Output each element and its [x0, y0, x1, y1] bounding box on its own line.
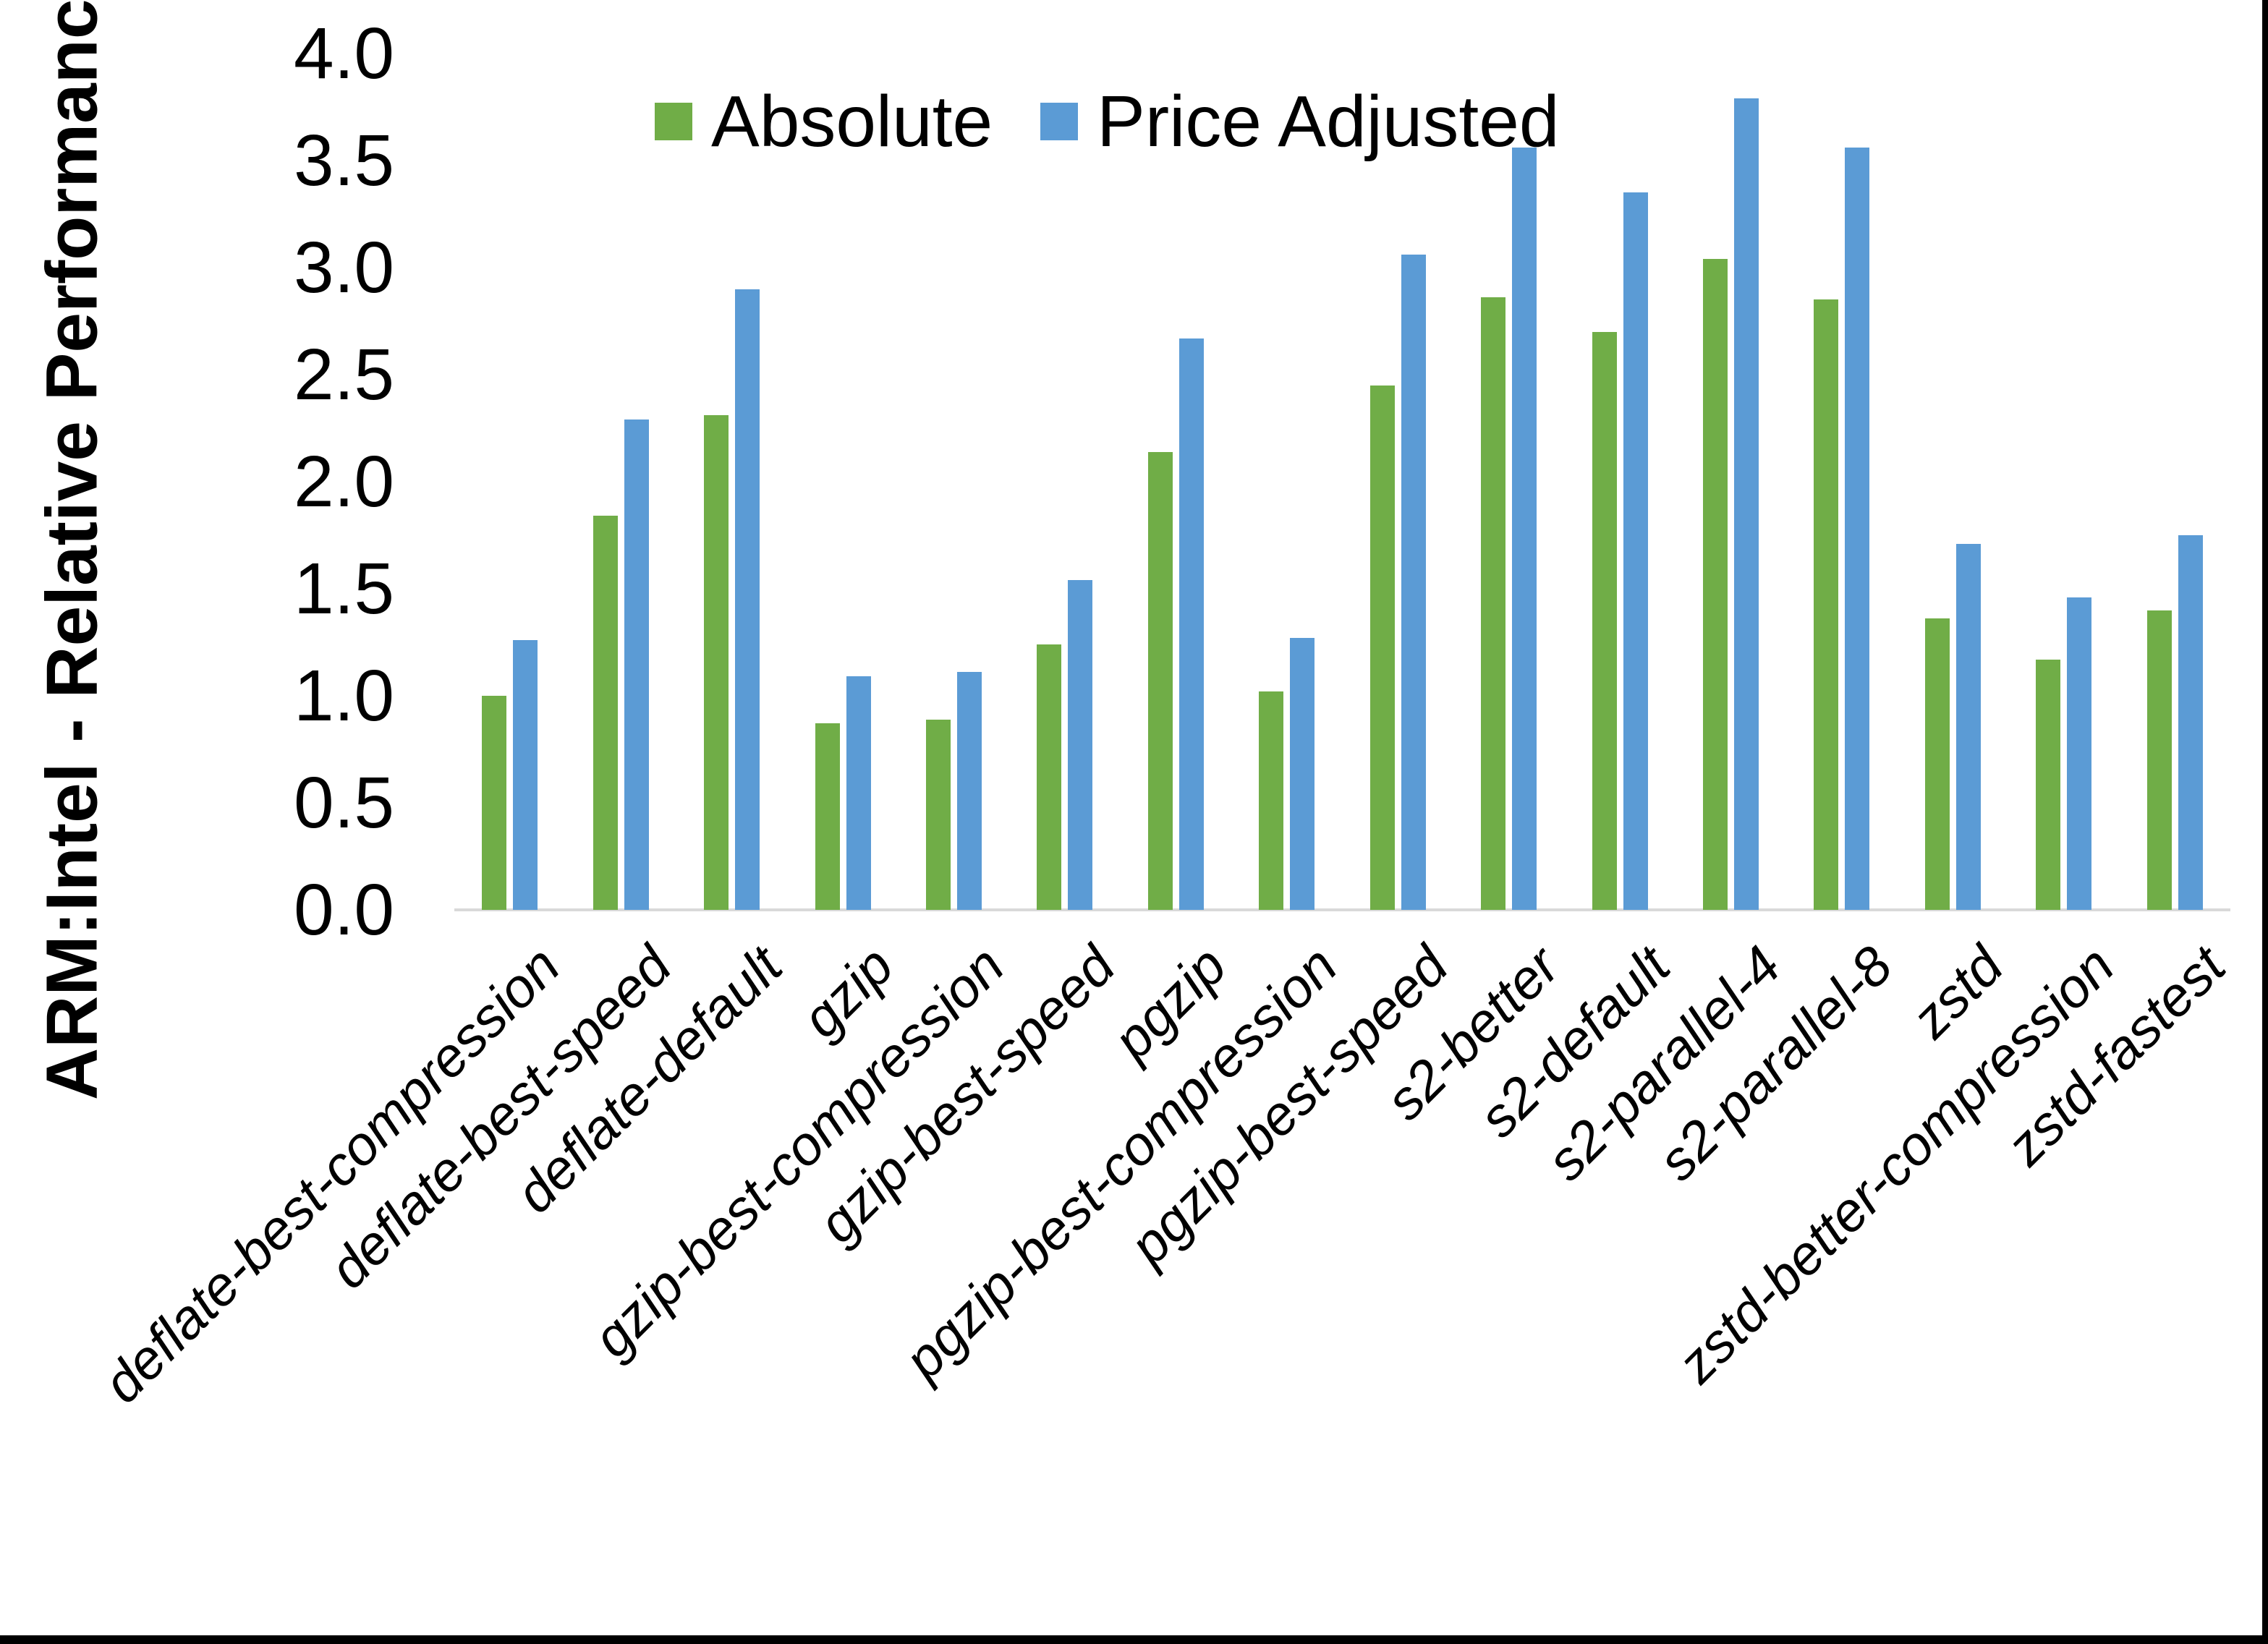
bar-group-zstd — [1898, 54, 2008, 910]
bar-absolute-s2-better — [1481, 297, 1506, 910]
legend-item-absolute: Absolute — [655, 85, 993, 158]
bar-price-adjusted-deflate-best-compression — [513, 640, 538, 910]
bar-price-adjusted-gzip-best-speed — [1068, 580, 1093, 910]
bar-absolute-gzip-best-speed — [1037, 644, 1062, 910]
bar-absolute-pgzip-best-speed — [1369, 385, 1395, 910]
bar-price-adjusted-pgzip-best-speed — [1401, 255, 1426, 910]
y-tick-label-4.0: 4.0 — [293, 13, 394, 94]
legend-swatch-absolute — [655, 103, 692, 140]
bar-group-s2-better — [1453, 54, 1564, 910]
bar-absolute-s2-parallel-4 — [1703, 259, 1728, 910]
legend-swatch-price-adjusted — [1040, 103, 1079, 140]
bar-price-adjusted-pgzip-best-compression — [1290, 638, 1315, 910]
y-tick-label-0.0: 0.0 — [293, 869, 394, 950]
bar-absolute-deflate-best-compression — [482, 696, 507, 910]
x-axis-line — [454, 908, 2230, 911]
bar-group-gzip-best-compression — [899, 54, 1009, 910]
bar-absolute-zstd-better-compression — [2036, 659, 2061, 910]
bar-absolute-zstd-fastest — [2146, 610, 2172, 910]
bar-price-adjusted-s2-default — [1623, 192, 1648, 910]
bar-group-s2-default — [1564, 54, 1675, 910]
bar-group-gzip — [787, 54, 898, 910]
bar-group-deflate-best-speed — [565, 54, 676, 910]
bar-price-adjusted-s2-better — [1512, 148, 1537, 910]
bar-absolute-deflate-default — [704, 415, 729, 910]
x-axis-label-deflate-best-compression: deflate-best-compression — [92, 934, 572, 1415]
bar-group-zstd-better-compression — [2008, 54, 2119, 910]
y-tick-label-2.0: 2.0 — [293, 441, 394, 522]
bar-price-adjusted-deflate-default — [735, 289, 760, 910]
legend-label-price-adjusted: Price Adjusted — [1097, 81, 1560, 162]
bar-price-adjusted-s2-parallel-4 — [1734, 98, 1759, 910]
bar-group-pgzip-best-compression — [1231, 54, 1342, 910]
bar-group-s2-parallel-8 — [1786, 54, 1897, 910]
y-tick-label-3.5: 3.5 — [293, 120, 394, 201]
figure-border-bottom — [0, 1635, 2268, 1644]
bar-price-adjusted-s2-parallel-8 — [1845, 148, 1870, 910]
bar-price-adjusted-gzip-best-compression — [956, 672, 982, 910]
legend: Absolute Price Adjusted — [655, 85, 1559, 158]
bar-group-s2-parallel-4 — [1675, 54, 1786, 910]
bar-absolute-pgzip-best-compression — [1259, 691, 1284, 910]
bar-absolute-s2-default — [1592, 331, 1617, 910]
bar-group-deflate-best-compression — [454, 54, 565, 910]
bar-price-adjusted-zstd — [1955, 543, 1981, 910]
bar-group-zstd-fastest — [2120, 54, 2230, 910]
y-tick-label-1.5: 1.5 — [293, 548, 394, 629]
bar-absolute-gzip-best-compression — [925, 719, 951, 910]
plot-area — [454, 54, 2230, 910]
bar-absolute-s2-parallel-8 — [1814, 299, 1839, 910]
bar-group-deflate-default — [676, 54, 787, 910]
y-tick-label-0.5: 0.5 — [293, 762, 394, 843]
legend-label-absolute: Absolute — [711, 81, 993, 162]
bar-absolute-gzip — [815, 723, 840, 910]
bar-price-adjusted-zstd-fastest — [2178, 535, 2203, 910]
legend-item-price-adjusted: Price Adjusted — [1040, 85, 1559, 158]
y-tick-label-1.0: 1.0 — [293, 655, 394, 736]
bar-absolute-pgzip — [1147, 451, 1173, 910]
bar-group-gzip-best-speed — [1009, 54, 1120, 910]
figure-border-right — [2262, 0, 2268, 1644]
bar-absolute-deflate-best-speed — [593, 516, 618, 910]
y-tick-label-3.0: 3.0 — [293, 227, 394, 308]
bar-price-adjusted-pgzip — [1178, 338, 1204, 910]
bar-price-adjusted-deflate-best-speed — [624, 419, 649, 910]
bar-price-adjusted-gzip — [846, 676, 871, 910]
bar-absolute-zstd — [1924, 618, 1950, 910]
bar-group-pgzip — [1121, 54, 1231, 910]
y-tick-label-2.5: 2.5 — [293, 334, 394, 415]
bar-price-adjusted-zstd-better-compression — [2067, 597, 2092, 910]
bar-group-pgzip-best-speed — [1343, 54, 1453, 910]
